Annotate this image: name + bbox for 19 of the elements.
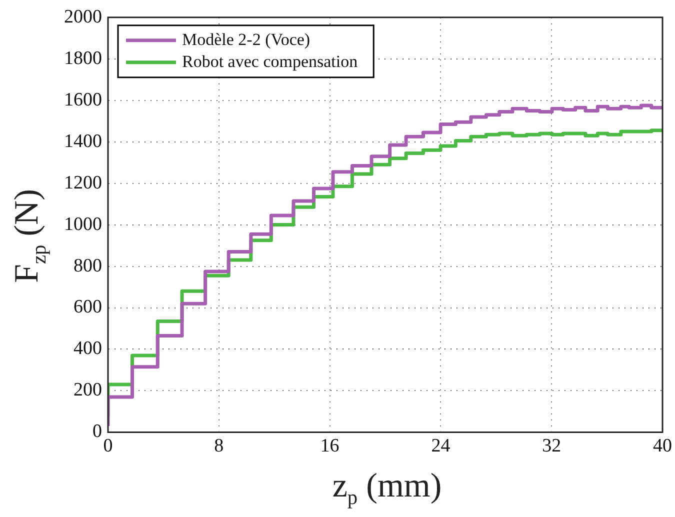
y-tick-label: 1800 <box>64 48 102 69</box>
x-tick-label: 32 <box>542 436 562 457</box>
y-tick-label: 200 <box>74 380 102 401</box>
y-tick-label: 1400 <box>64 130 102 152</box>
y-tick-label: 1200 <box>64 172 102 194</box>
y-tick-label: 600 <box>74 296 102 318</box>
x-tick-label: 16 <box>320 436 340 457</box>
y-tick-label: 1600 <box>64 89 102 110</box>
legend-label: Modèle 2-2 (Voce) <box>182 30 310 49</box>
x-axis-title: z$_{p}$ (mm) <box>332 466 442 512</box>
legend-label: Robot avec compensation <box>182 52 358 71</box>
y-tick-label: 400 <box>74 338 102 360</box>
y-tick-label: 1000 <box>64 214 102 235</box>
x-tick-label: 40 <box>653 436 672 457</box>
x-tick-label: 8 <box>214 436 224 457</box>
y-tick-label: 2000 <box>64 6 102 28</box>
y-tick-label: 0 <box>92 421 102 442</box>
y-tick-label: 800 <box>74 255 102 276</box>
x-tick-label: 24 <box>431 436 451 457</box>
